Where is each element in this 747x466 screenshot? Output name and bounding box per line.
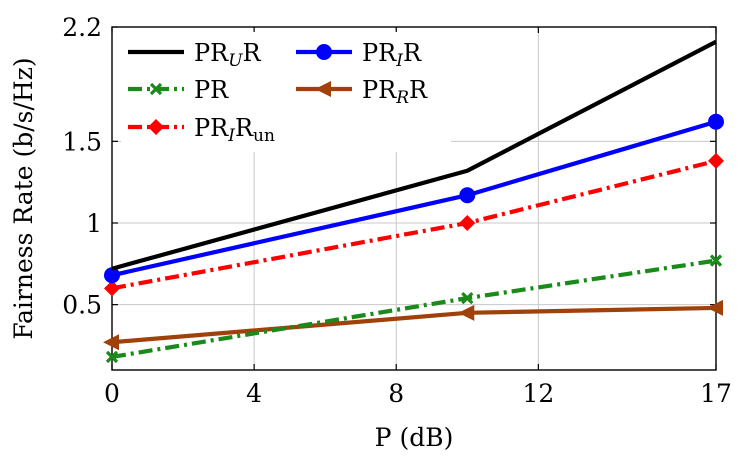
legend-label: PRIR <box>362 39 422 71</box>
series-marker <box>103 334 119 351</box>
series-marker <box>709 254 723 267</box>
series-marker <box>458 304 475 321</box>
series-marker <box>149 82 163 96</box>
series-group <box>104 152 724 297</box>
legend-label: PRRR <box>362 76 428 108</box>
series-marker <box>459 215 476 231</box>
series-marker <box>708 152 724 169</box>
series-marker <box>316 44 332 60</box>
series-group <box>103 299 723 351</box>
x-axis-label: P (dB) <box>375 423 454 452</box>
axis-ticks: 0 4 8 12 17 0.5 1 1.5 2.2 <box>62 13 732 408</box>
series-line <box>111 305 717 345</box>
x-tick-label: 17 <box>700 379 732 408</box>
series-marker <box>459 187 476 204</box>
series-marker <box>104 267 120 284</box>
x-tick-label: 12 <box>522 379 554 408</box>
series-marker <box>707 299 723 316</box>
series-marker <box>148 119 164 135</box>
y-axis-label: Fairness Rate (b/s/Hz) <box>9 57 38 339</box>
series-marker <box>708 113 724 130</box>
series-marker <box>105 350 119 364</box>
y-tick-label: 2.2 <box>62 13 102 42</box>
series-marker <box>315 81 331 97</box>
legend: PRUR PRIR PR PRRR PRIRun <box>121 32 451 152</box>
series-marker <box>461 292 474 305</box>
series-lines <box>103 39 724 364</box>
legend-label: PR <box>194 76 229 104</box>
series-marker <box>104 280 120 297</box>
legend-label: PRUR <box>194 39 262 71</box>
x-tick-label: 0 <box>104 379 120 408</box>
y-tick-label: 1.5 <box>62 127 102 156</box>
series-line <box>111 158 717 291</box>
series-group <box>111 39 717 271</box>
x-tick-label: 8 <box>388 379 404 408</box>
x-tick-label: 4 <box>246 379 262 408</box>
legend-label: PRIRun <box>194 114 275 146</box>
plot-frame <box>111 26 717 371</box>
y-tick-label: 0.5 <box>62 291 102 320</box>
y-tick-label: 1 <box>86 209 102 238</box>
series-line <box>111 39 717 271</box>
series-group <box>105 254 723 364</box>
series-group <box>104 113 724 284</box>
